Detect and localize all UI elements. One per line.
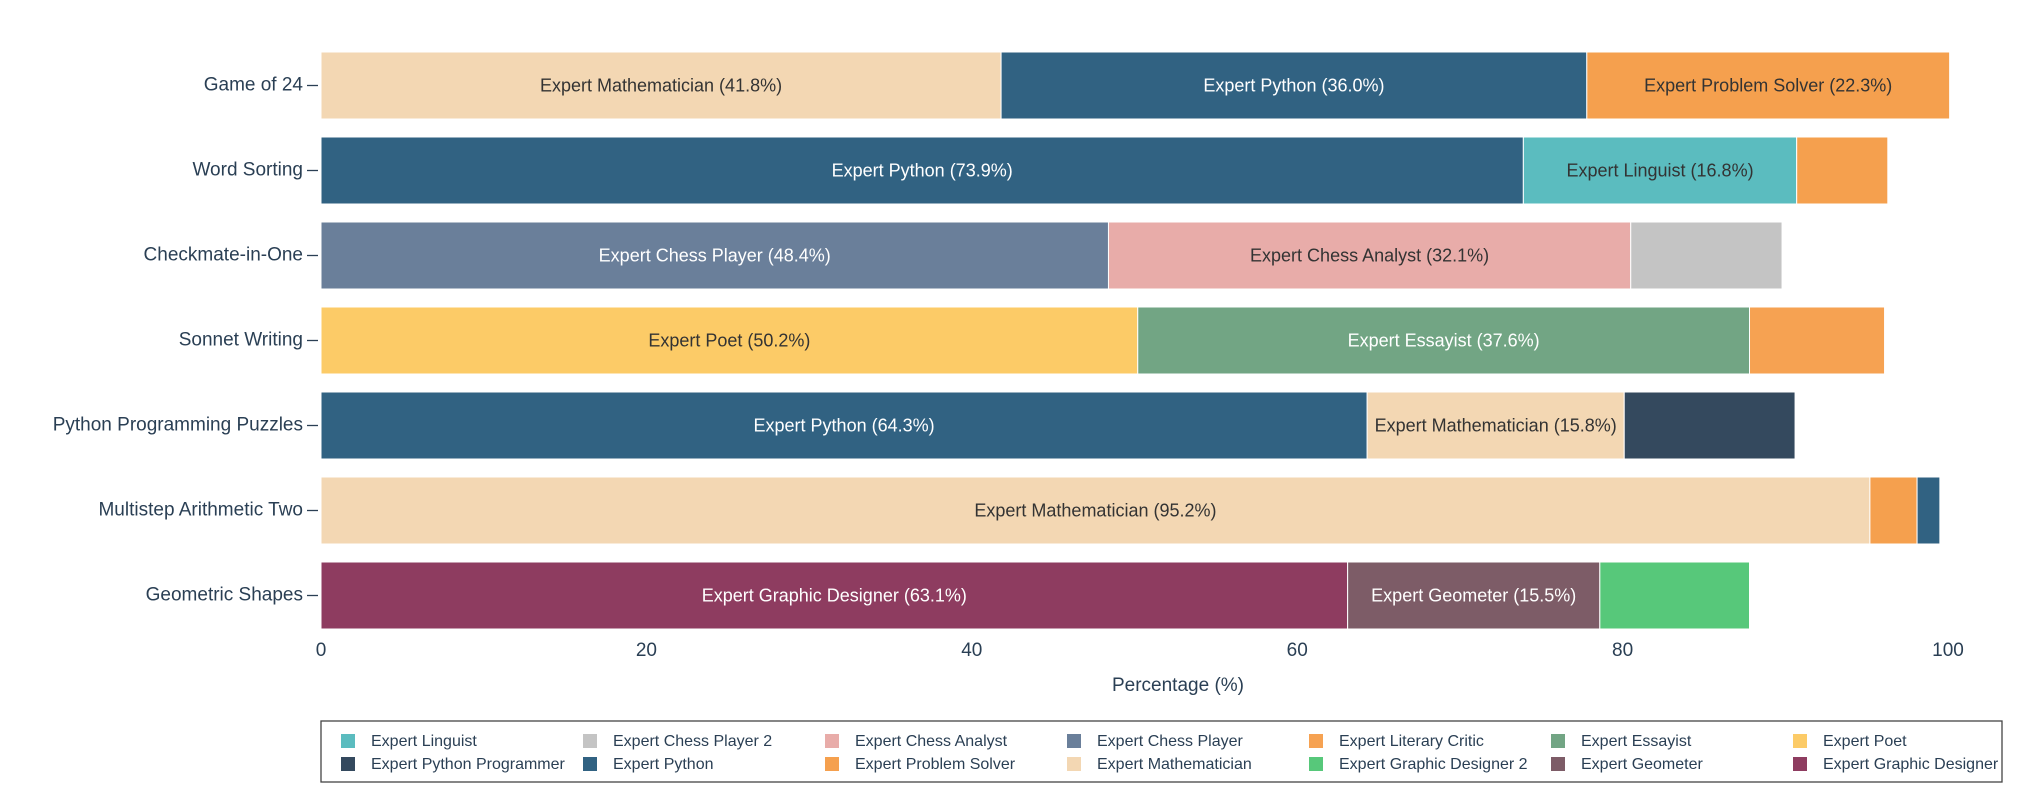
legend-swatch [1793, 734, 1807, 748]
y-tick-label: Geometric Shapes [146, 585, 303, 606]
legend-label: Expert Python Programmer [371, 756, 566, 773]
legend-swatch [1067, 757, 1081, 771]
segment-label: Expert Linguist (16.8%) [1566, 160, 1753, 180]
legend-swatch [1551, 757, 1565, 771]
segment-label: Expert Mathematician (15.8%) [1375, 415, 1617, 435]
legend-label: Expert Poet [1823, 733, 1907, 750]
segment-label: Expert Chess Player (48.4%) [599, 245, 831, 265]
segment-label: Expert Poet (50.2%) [648, 330, 810, 350]
bar-segment [320, 51, 1002, 120]
legend-label: Expert Problem Solver [855, 756, 1016, 773]
legend-label: Expert Chess Analyst [855, 733, 1008, 750]
y-tick-label: Multistep Arithmetic Two [98, 500, 303, 521]
legend-swatch [1067, 734, 1081, 748]
bar-segment [1347, 561, 1601, 630]
legend-label: Expert Graphic Designer 2 [1339, 756, 1528, 773]
bar-segment [1000, 51, 1588, 120]
segment-label: Expert Python (64.3%) [754, 415, 935, 435]
legend-label: Expert Mathematician [1097, 756, 1252, 773]
bar-segment [320, 306, 1139, 375]
bar-segment [1916, 476, 1941, 545]
bar-segment [1522, 136, 1798, 205]
x-tick-label: 80 [1612, 640, 1633, 661]
legend-swatch [341, 757, 355, 771]
y-tick-label: Checkmate-in-One [144, 245, 303, 266]
segment-label: Expert Mathematician (95.2%) [974, 500, 1216, 520]
x-tick-label: 40 [961, 640, 982, 661]
segment-label: Expert Python (36.0%) [1203, 75, 1384, 95]
segment-label: Expert Mathematician (41.8%) [540, 75, 782, 95]
legend-label: Expert Linguist [371, 733, 477, 750]
legend-label: Expert Essayist [1581, 733, 1692, 750]
bar-segment [1796, 136, 1889, 205]
legend-swatch [825, 757, 839, 771]
x-axis-title: Percentage (%) [1112, 675, 1244, 696]
x-tick-label: 20 [636, 640, 657, 661]
bar-segment [320, 561, 1349, 630]
segment-label: Expert Graphic Designer (63.1%) [702, 585, 967, 605]
legend-label: Expert Geometer [1581, 756, 1704, 773]
bar-segment [1107, 221, 1632, 290]
legend-swatch [825, 734, 839, 748]
legend-swatch [1309, 734, 1323, 748]
segment-label: Expert Chess Analyst (32.1%) [1250, 245, 1489, 265]
bar-segment [1586, 51, 1951, 120]
legend-label: Expert Chess Player [1097, 733, 1244, 750]
y-tick-label: Python Programming Puzzles [53, 415, 303, 436]
bar-segment [1869, 476, 1918, 545]
legend-swatch [1551, 734, 1565, 748]
y-tick-label: Sonnet Writing [179, 330, 303, 351]
legend-label: Expert Python [613, 756, 714, 773]
y-tick-label: Game of 24 [204, 75, 304, 96]
bar-segment [1623, 391, 1796, 460]
y-tick-label: Word Sorting [192, 160, 303, 181]
x-tick-label: 60 [1287, 640, 1308, 661]
legend-box [320, 720, 2003, 783]
bar-segment [320, 476, 1871, 545]
bar-segment [1749, 306, 1886, 375]
x-tick-label: 0 [316, 640, 327, 661]
bar-segment [1137, 306, 1751, 375]
legend-swatch [583, 734, 597, 748]
legend-label: Expert Literary Critic [1339, 733, 1484, 750]
legend-swatch [583, 757, 597, 771]
legend-label: Expert Chess Player 2 [613, 733, 772, 750]
bar-segment [320, 391, 1368, 460]
x-tick-label: 100 [1932, 640, 1964, 661]
segment-label: Expert Essayist (37.6%) [1348, 330, 1540, 350]
legend-swatch [1309, 757, 1323, 771]
segment-label: Expert Problem Solver (22.3%) [1644, 75, 1892, 95]
legend-swatch [1793, 757, 1807, 771]
bar-segment [320, 221, 1109, 290]
bar-segment [1630, 221, 1783, 290]
bar-segment [1599, 561, 1751, 630]
segment-label: Expert Geometer (15.5%) [1371, 585, 1576, 605]
legend-label: Expert Graphic Designer [1823, 756, 1999, 773]
segment-label: Expert Python (73.9%) [832, 160, 1013, 180]
legend-swatch [341, 734, 355, 748]
